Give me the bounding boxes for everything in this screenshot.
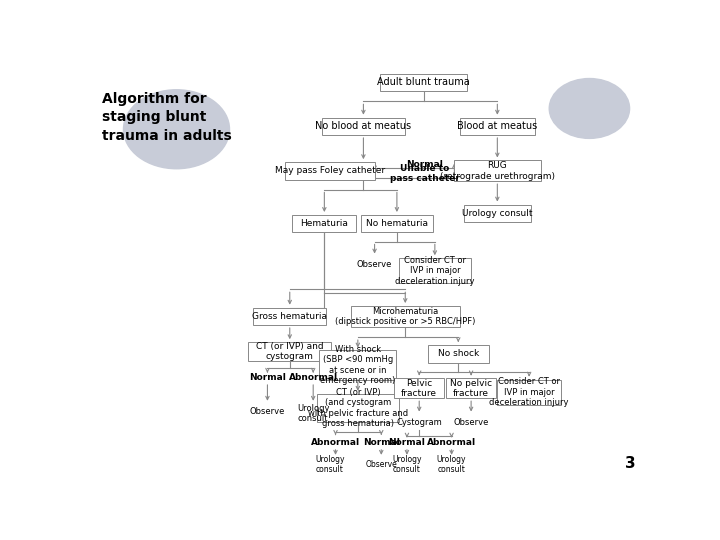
Text: Adult blunt trauma: Adult blunt trauma xyxy=(377,77,470,87)
Text: Urology
consult: Urology consult xyxy=(297,403,330,423)
Text: Urology
consult: Urology consult xyxy=(437,455,467,475)
Bar xyxy=(380,73,467,91)
Text: Algorithm for
staging blunt
trauma in adults: Algorithm for staging blunt trauma in ad… xyxy=(102,92,232,143)
Text: With shock
(SBP <90 mmHg
at scene or in
emergency room): With shock (SBP <90 mmHg at scene or in … xyxy=(320,345,395,385)
Text: No hematuria: No hematuria xyxy=(366,219,428,228)
Text: Hematuria: Hematuria xyxy=(300,219,348,228)
Bar xyxy=(454,160,541,181)
Text: No pelvic
fracture: No pelvic fracture xyxy=(450,379,492,398)
Bar xyxy=(292,215,356,232)
Bar xyxy=(399,258,471,283)
Bar xyxy=(428,345,489,362)
Text: Observe: Observe xyxy=(454,418,489,427)
Text: Observe: Observe xyxy=(250,408,285,416)
Text: Normal: Normal xyxy=(389,438,426,447)
Text: CT (or IVP) and
cystogram: CT (or IVP) and cystogram xyxy=(256,342,323,361)
Bar xyxy=(459,118,535,135)
Bar xyxy=(351,306,459,327)
Text: Abnormal: Abnormal xyxy=(311,438,360,447)
Bar xyxy=(248,342,331,361)
Bar xyxy=(497,380,561,404)
Text: No blood at meatus: No blood at meatus xyxy=(315,122,412,131)
Text: Normal: Normal xyxy=(249,373,286,382)
Text: No shock: No shock xyxy=(438,349,479,358)
Bar xyxy=(446,379,496,399)
Text: Consider CT or
IVP in major
deceleration injury: Consider CT or IVP in major deceleration… xyxy=(490,377,569,407)
Text: 3: 3 xyxy=(625,456,636,471)
Text: Cystogram: Cystogram xyxy=(396,418,442,427)
Bar xyxy=(320,350,396,380)
Text: Normal: Normal xyxy=(363,438,400,447)
Circle shape xyxy=(549,78,629,138)
Text: RUG
(retrograde urethrogram): RUG (retrograde urethrogram) xyxy=(440,161,555,180)
Text: Abnormal: Abnormal xyxy=(289,373,338,382)
Text: Observe: Observe xyxy=(357,260,392,269)
Circle shape xyxy=(124,90,230,168)
Bar xyxy=(285,162,374,180)
Bar xyxy=(394,379,444,399)
Text: Blood at meatus: Blood at meatus xyxy=(457,122,537,131)
Text: Urology
consult: Urology consult xyxy=(315,455,345,475)
Text: Consider CT or
IVP in major
deceleration injury: Consider CT or IVP in major deceleration… xyxy=(395,256,474,286)
Text: Unable to
pass catheter: Unable to pass catheter xyxy=(390,164,460,184)
Bar xyxy=(317,394,399,422)
Text: Observe: Observe xyxy=(366,460,397,469)
Bar xyxy=(253,308,326,325)
Text: Urology
consult: Urology consult xyxy=(392,455,422,475)
Bar xyxy=(361,215,433,232)
Text: Microhematuria
(dipstick positive or >5 RBC/HPF): Microhematuria (dipstick positive or >5 … xyxy=(335,307,475,326)
Bar xyxy=(322,118,405,135)
Text: Urology consult: Urology consult xyxy=(462,209,533,218)
Text: Normal: Normal xyxy=(406,160,444,169)
Text: May pass Foley catheter: May pass Foley catheter xyxy=(275,166,385,176)
Text: Pelvic
fracture: Pelvic fracture xyxy=(401,379,437,398)
Bar xyxy=(464,205,531,222)
Text: CT (or IVP)
(and cystogram
with pelvic fracture and
gross hematuria): CT (or IVP) (and cystogram with pelvic f… xyxy=(307,388,408,428)
Text: Abnormal: Abnormal xyxy=(427,438,476,447)
Text: Gross hematuria: Gross hematuria xyxy=(252,312,328,321)
